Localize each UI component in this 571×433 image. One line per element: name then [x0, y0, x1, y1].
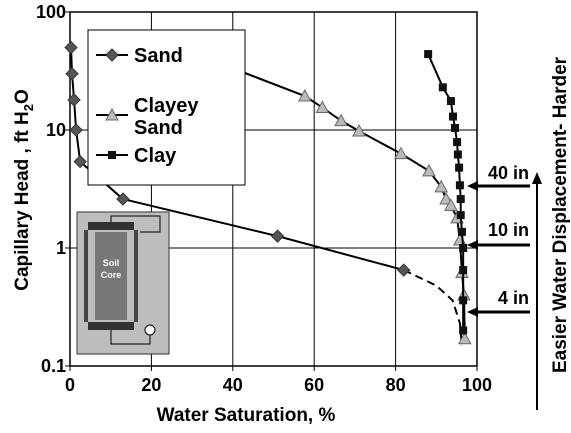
x-tick-label: 20 [141, 375, 161, 395]
legend-label: Clay [134, 145, 177, 167]
inset-cap [88, 222, 134, 230]
y-axis-title-part: O [12, 89, 33, 104]
data-point [457, 195, 465, 203]
x-tick-label: 0 [65, 375, 75, 395]
data-point [455, 164, 463, 172]
annotation: 10 in [488, 220, 529, 240]
inset-label: Soil [103, 258, 120, 268]
inset-wall [84, 230, 88, 322]
data-point [453, 138, 461, 146]
x-tick-label: 100 [462, 375, 492, 395]
x-tick-label: 80 [386, 375, 406, 395]
inset-wall [134, 230, 138, 322]
annotation: 4 in [498, 288, 529, 308]
y-tick-label: 0.1 [41, 356, 66, 376]
inset-label: Core [101, 270, 122, 280]
chart: 0 20 40 60 80 100 0.1 1 10 100 Water Saturation, … [0, 0, 571, 433]
x-tick-label: 40 [223, 375, 243, 395]
data-point [459, 266, 467, 274]
inset-gauge [145, 325, 155, 335]
data-point [458, 228, 466, 236]
data-point [447, 97, 455, 105]
inset-cap [88, 322, 134, 330]
y-tick-label: 1 [56, 238, 66, 258]
y-tick-label: 10 [46, 120, 66, 140]
data-point [454, 150, 462, 158]
y-tick-label: 100 [36, 2, 66, 22]
data-point [424, 50, 432, 58]
annotation: 40 in [488, 163, 529, 183]
x-axis-title: Water Saturation, % [157, 405, 336, 426]
data-point [457, 211, 465, 219]
data-point [456, 181, 464, 189]
inset-diagram: Soil Core [77, 212, 169, 354]
arrow-head [532, 172, 542, 184]
data-point [459, 296, 467, 304]
y-axis-title-sub: 2 [21, 104, 36, 111]
data-point [449, 113, 457, 121]
x-tick-label: 60 [304, 375, 324, 395]
data-point [459, 326, 467, 334]
side-label: Easier Water Displacement- Harder [550, 56, 571, 373]
data-point [439, 83, 447, 91]
y-axis-title-part: Capillary Head , ft H [12, 111, 33, 291]
y-axis-title: Capillary Head , ft H2O [12, 89, 36, 291]
legend-marker [108, 151, 116, 159]
data-point [459, 244, 467, 252]
data-point [451, 124, 459, 132]
legend-label: Sand [134, 45, 183, 67]
